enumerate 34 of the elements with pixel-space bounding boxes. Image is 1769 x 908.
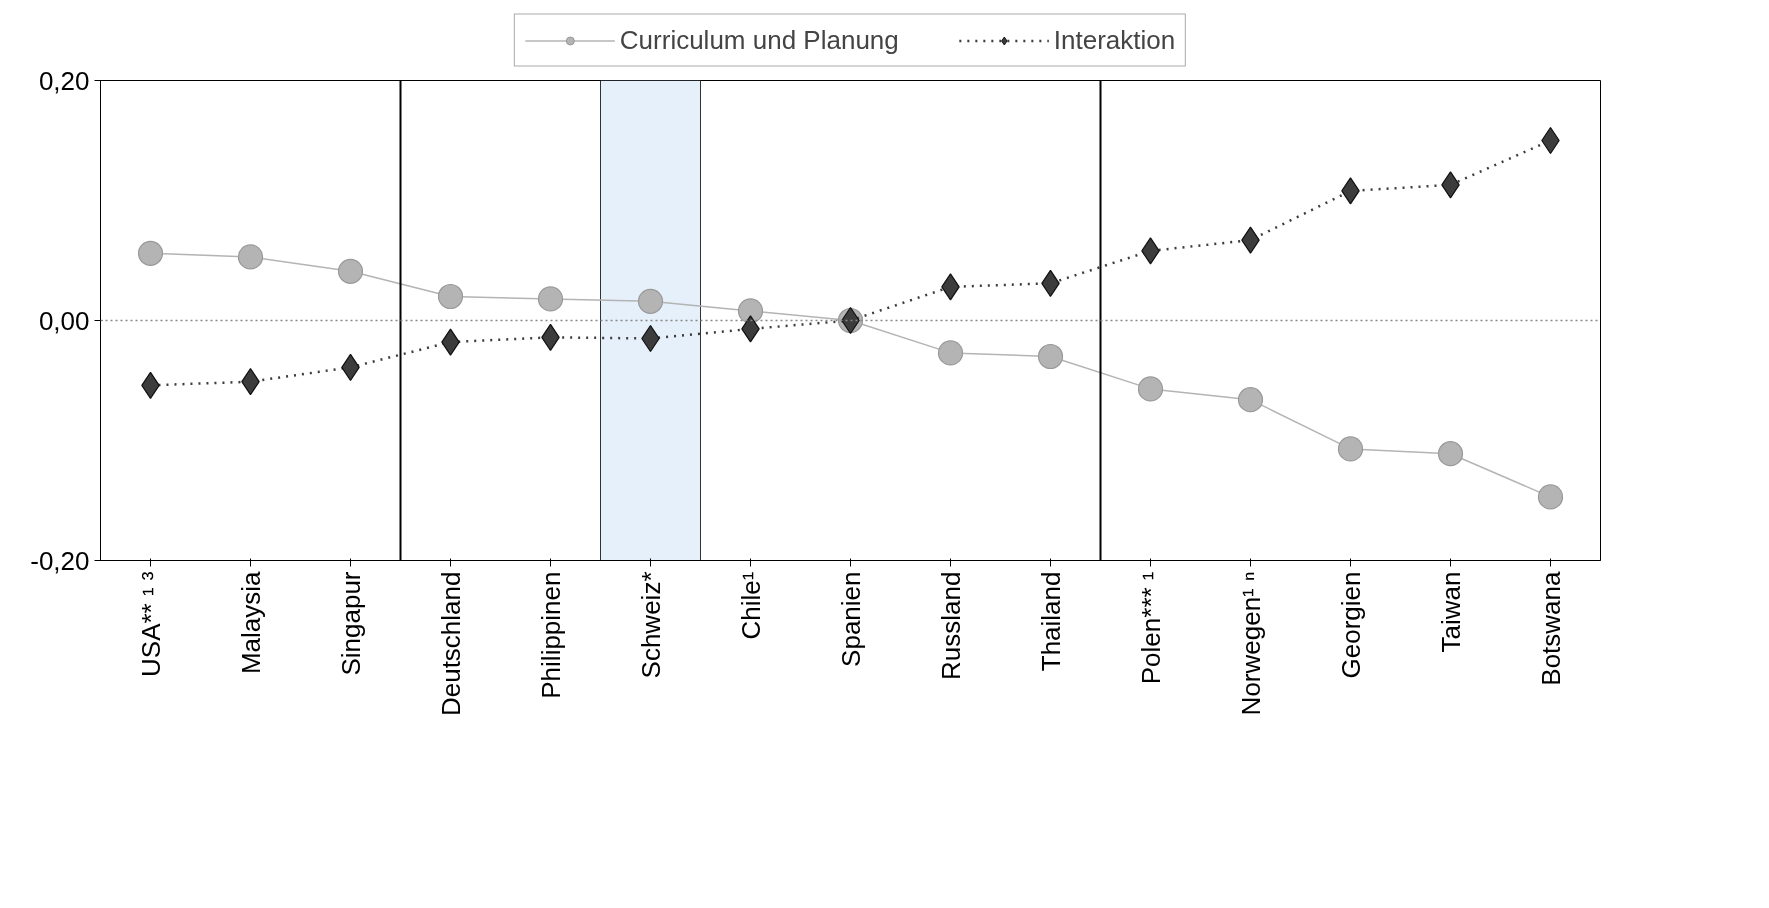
x-tick-label: Deutschland [435, 571, 466, 717]
point [737, 298, 764, 324]
y-tick-label: 0,00 [38, 305, 90, 336]
x-tick-label: Schweiz* [635, 571, 666, 679]
x-tick-label: Singapur [335, 571, 366, 676]
x-tick-label: Taiwan [1435, 571, 1466, 653]
x-tick-label: Spanien [835, 571, 866, 667]
point [537, 286, 564, 312]
point [1237, 387, 1264, 413]
legend-label: Interaktion [1053, 24, 1176, 56]
x-tick-label: USA** ¹ ³ [135, 571, 166, 677]
x-tick-label: Philippinen [535, 571, 566, 699]
point [1537, 484, 1564, 510]
point [337, 258, 364, 284]
x-tick-label: Polen*** ¹ [1135, 571, 1166, 685]
point [1137, 376, 1164, 402]
point [1037, 343, 1064, 370]
x-tick-label: Norwegen¹ ⁿ [1235, 571, 1266, 716]
x-tick-label: Malaysia [235, 570, 266, 675]
point [1337, 436, 1364, 462]
point [137, 240, 164, 266]
point [937, 340, 964, 366]
x-tick-label: Russland [935, 571, 966, 680]
x-tick-label: Georgien [1335, 571, 1366, 679]
y-tick-label: 0,20 [38, 65, 90, 96]
point [1437, 441, 1464, 467]
point [437, 283, 464, 310]
x-tick-label: Botswana [1535, 570, 1566, 686]
legend-label: Curriculum und Planung [619, 24, 899, 56]
point [637, 288, 664, 314]
x-tick-label: Chile¹ [735, 571, 766, 640]
y-tick-label: -0,20 [30, 545, 90, 576]
x-tick-label: Thailand [1035, 571, 1066, 672]
point [237, 244, 264, 270]
